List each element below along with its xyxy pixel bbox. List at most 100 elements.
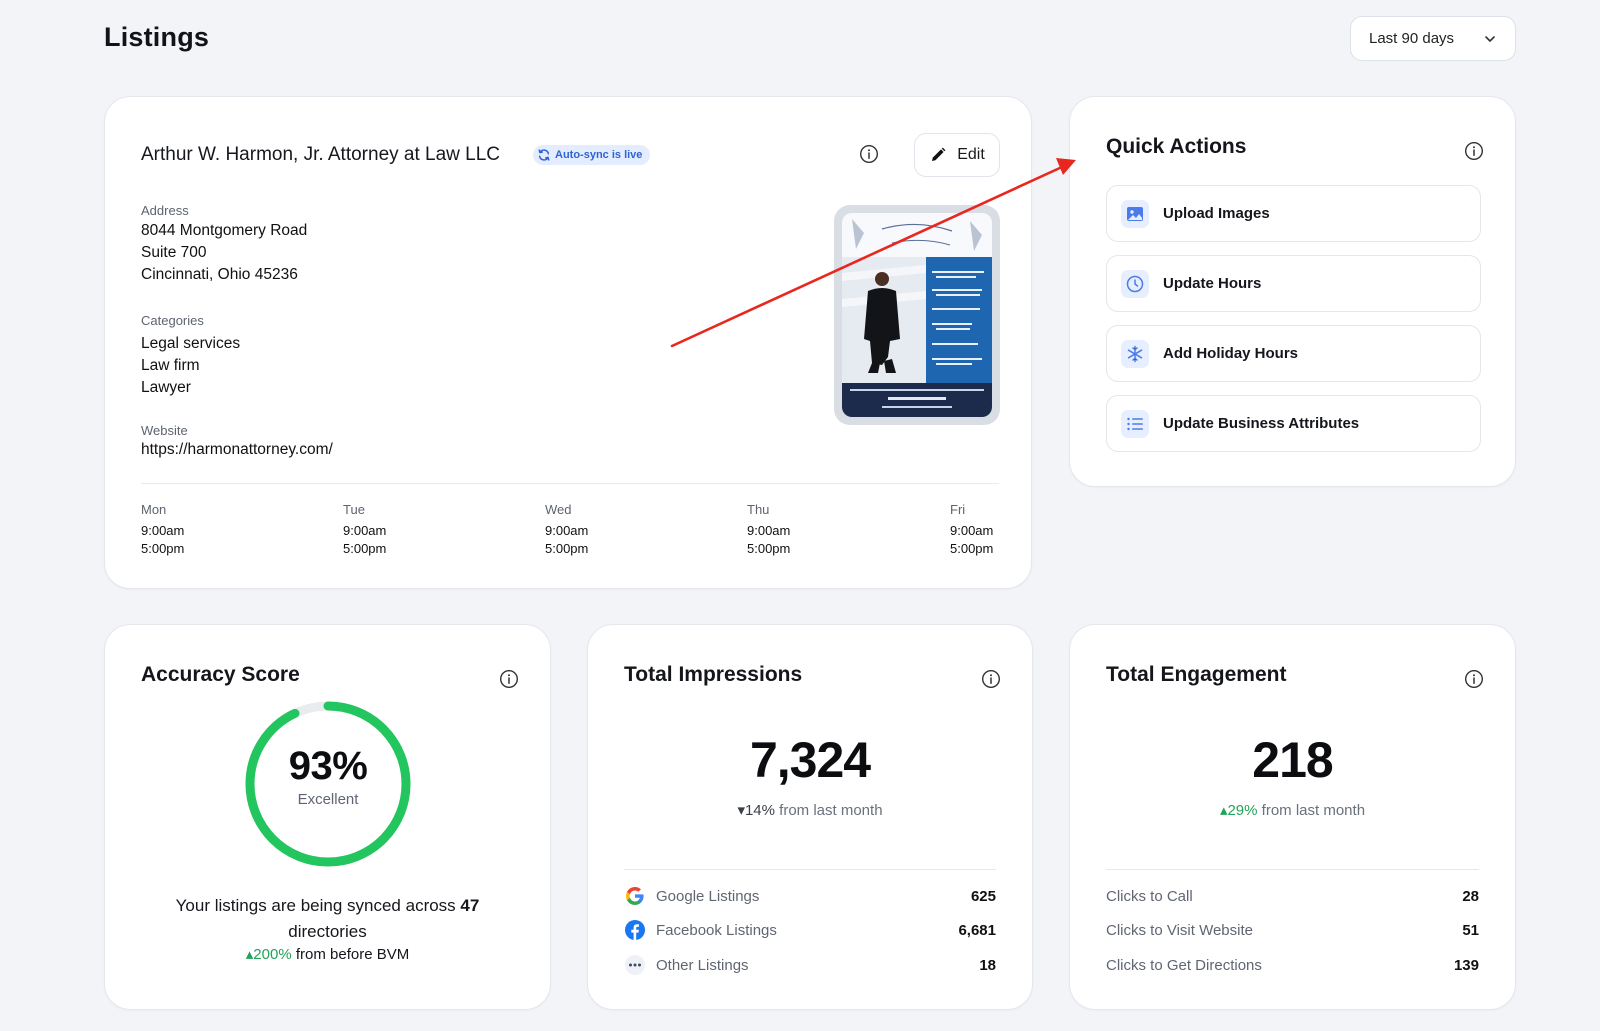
engagement-divider <box>1106 869 1479 870</box>
auto-sync-badge: Auto-sync is live <box>533 145 651 165</box>
row-value: 625 <box>970 887 996 905</box>
sync-count: 47 <box>460 896 480 915</box>
website-label: Website <box>141 423 188 438</box>
address-line: Suite 700 <box>141 244 207 261</box>
auto-sync-label: Auto-sync is live <box>555 149 643 161</box>
day-name: Mon <box>141 502 167 517</box>
facebook-icon <box>625 920 645 940</box>
quick-actions-title: Quick Actions <box>1106 135 1247 158</box>
pencil-icon <box>932 147 946 161</box>
clicks-to-visit-website-row: Clicks to Visit Website 51 <box>1106 918 1479 942</box>
list-icon <box>1121 409 1149 438</box>
category-item: Law firm <box>141 357 200 374</box>
row-value: 51 <box>1462 921 1479 939</box>
open-time: 9:00am <box>747 523 791 538</box>
info-icon[interactable] <box>1464 141 1484 161</box>
row-value: 139 <box>1453 956 1479 974</box>
close-time: 5:00pm <box>141 541 185 556</box>
quick-action-label: Add Holiday Hours <box>1163 345 1299 362</box>
upload-images-button[interactable]: Upload Images <box>1106 185 1481 242</box>
row-value: 6,681 <box>958 921 996 939</box>
snowflake-icon <box>1121 339 1149 368</box>
open-time: 9:00am <box>343 523 387 538</box>
website-link[interactable]: https://harmonattorney.com/ <box>141 441 333 458</box>
update-hours-button[interactable]: Update Hours <box>1106 255 1481 312</box>
chevron-down-icon <box>1485 35 1495 42</box>
flyer-graphic <box>842 213 992 417</box>
engagement-title: Total Engagement <box>1106 663 1287 686</box>
trend-text: from last month <box>779 802 883 819</box>
impressions-divider <box>624 869 996 870</box>
trend-down-icon: ▾ <box>737 802 745 819</box>
sync-summary: Your listings are being synced across 47… <box>155 893 500 945</box>
impressions-title: Total Impressions <box>624 663 803 686</box>
score-text: 93% Excellent <box>244 744 412 808</box>
date-range-value: Last 90 days <box>1369 30 1455 47</box>
open-time: 9:00am <box>141 523 185 538</box>
accuracy-trend: ▴200% from before BVM <box>105 945 550 963</box>
sync-icon <box>538 149 550 161</box>
business-card: Arthur W. Harmon, Jr. Attorney at Law LL… <box>104 96 1032 589</box>
accuracy-score-card: Accuracy Score 93% Excellent Your listin… <box>104 624 551 1010</box>
page-title: Listings <box>104 22 210 52</box>
accuracy-ring: 93% Excellent <box>244 700 412 868</box>
categories-label: Categories <box>141 313 204 328</box>
update-business-attributes-button[interactable]: Update Business Attributes <box>1106 395 1481 452</box>
engagement-total: 218 <box>1252 732 1333 788</box>
clicks-to-call-row: Clicks to Call 28 <box>1106 884 1479 908</box>
quick-actions-card: Quick Actions Upload Images Update Hours… <box>1069 96 1516 487</box>
open-time: 9:00am <box>950 523 994 538</box>
clicks-to-get-directions-row: Clicks to Get Directions 139 <box>1106 953 1479 977</box>
google-icon <box>626 887 644 905</box>
address-line: Cincinnati, Ohio 45236 <box>141 266 298 283</box>
close-time: 5:00pm <box>545 541 589 556</box>
sync-text-pre: Your listings are being synced across <box>175 896 456 915</box>
quick-action-label: Update Business Attributes <box>1163 415 1360 432</box>
quick-action-label: Upload Images <box>1163 205 1270 222</box>
more-icon <box>625 955 645 975</box>
row-label: Clicks to Call <box>1106 887 1193 905</box>
trend-pct: 14% <box>744 802 775 819</box>
day-name: Fri <box>950 502 966 517</box>
total-engagement-card: Total Engagement 218 ▴29% from last mont… <box>1069 624 1516 1010</box>
hours-day: Thu 9:00am 5:00pm <box>747 501 790 558</box>
flyer-image <box>842 213 992 417</box>
info-icon[interactable] <box>1464 669 1484 689</box>
trend-text: from before BVM <box>295 946 410 963</box>
close-time: 5:00pm <box>950 541 994 556</box>
info-icon[interactable] <box>981 669 1001 689</box>
info-icon[interactable] <box>859 144 879 164</box>
trend-pct: 29% <box>1227 802 1258 819</box>
trend-up-icon: ▴ <box>1219 802 1228 819</box>
total-impressions-card: Total Impressions 7,324 ▾14% from last m… <box>587 624 1033 1010</box>
engagement-trend: ▴29% from last month <box>1070 801 1515 819</box>
address-line: 8044 Montgomery Road <box>141 222 308 239</box>
edit-label: Edit <box>957 146 985 163</box>
trend-text: from last month <box>1261 802 1366 819</box>
row-value: 28 <box>1462 887 1479 905</box>
accuracy-title: Accuracy Score <box>141 663 300 686</box>
row-label: Facebook Listings <box>656 921 777 939</box>
sync-text-post: directories <box>288 922 367 941</box>
trend-pct: 200% <box>253 946 292 963</box>
close-time: 5:00pm <box>343 541 387 556</box>
clock-icon <box>1121 269 1149 298</box>
business-photo[interactable] <box>834 205 1000 425</box>
google-listings-row: Google Listings 625 <box>624 884 996 908</box>
score-label: Excellent <box>297 791 359 808</box>
day-name: Thu <box>747 502 770 517</box>
edit-button[interactable]: Edit <box>914 133 1000 177</box>
address-label: Address <box>141 203 189 218</box>
close-time: 5:00pm <box>747 541 791 556</box>
quick-action-label: Update Hours <box>1163 275 1262 292</box>
trend-up-icon: ▴ <box>245 946 254 963</box>
date-range-select[interactable]: Last 90 days <box>1350 16 1516 61</box>
impressions-trend: ▾14% from last month <box>588 801 1032 819</box>
info-icon[interactable] <box>499 669 519 689</box>
hours-day: Tue 9:00am 5:00pm <box>343 501 386 558</box>
category-item: Lawyer <box>141 379 191 396</box>
impressions-total: 7,324 <box>749 732 871 788</box>
day-name: Tue <box>343 502 365 517</box>
add-holiday-hours-button[interactable]: Add Holiday Hours <box>1106 325 1481 382</box>
hours-day: Mon 9:00am 5:00pm <box>141 501 184 558</box>
